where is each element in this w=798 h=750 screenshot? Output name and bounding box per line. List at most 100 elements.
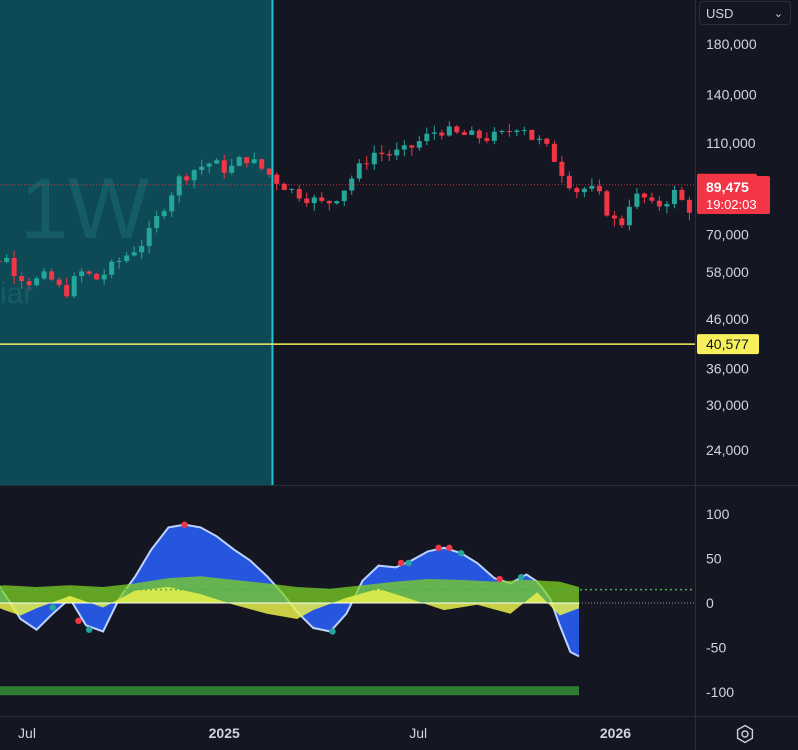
candle[interactable]: [401, 140, 407, 157]
candles-layer[interactable]: [0, 121, 798, 344]
oscillator-signal-dot[interactable]: [49, 604, 56, 611]
candle[interactable]: [491, 126, 497, 145]
candle[interactable]: [364, 156, 370, 170]
candle[interactable]: [116, 257, 122, 269]
candle[interactable]: [559, 156, 565, 183]
candle[interactable]: [611, 210, 617, 227]
candle[interactable]: [124, 251, 130, 264]
candle[interactable]: [386, 150, 392, 162]
oscillator-signal-dot[interactable]: [405, 559, 412, 567]
candle[interactable]: [191, 169, 197, 189]
candle[interactable]: [604, 189, 610, 217]
candle[interactable]: [26, 277, 32, 290]
settings-button[interactable]: [733, 722, 757, 746]
candle[interactable]: [686, 196, 692, 221]
candle[interactable]: [154, 211, 160, 233]
candle[interactable]: [649, 192, 655, 204]
candle[interactable]: [259, 158, 265, 171]
candle[interactable]: [319, 192, 325, 204]
oscillator-signal-dot[interactable]: [457, 549, 465, 557]
oscillator-signal-dot[interactable]: [517, 573, 525, 581]
candle[interactable]: [544, 137, 550, 148]
candle[interactable]: [101, 269, 107, 285]
candle[interactable]: [521, 126, 527, 135]
candle[interactable]: [221, 154, 227, 179]
candle[interactable]: [176, 174, 182, 204]
candle[interactable]: [169, 192, 175, 217]
candle[interactable]: [11, 250, 17, 284]
candle[interactable]: [161, 208, 167, 220]
candle[interactable]: [266, 168, 272, 178]
candle[interactable]: [454, 125, 460, 134]
candle[interactable]: [71, 272, 77, 299]
candle[interactable]: [244, 156, 250, 168]
candle[interactable]: [499, 129, 505, 135]
candle[interactable]: [206, 162, 212, 174]
candle[interactable]: [634, 187, 640, 210]
candle[interactable]: [461, 129, 467, 136]
oscillator-signal-dot[interactable]: [181, 521, 188, 528]
candle[interactable]: [394, 142, 400, 160]
currency-select[interactable]: USD ⌄: [699, 1, 791, 25]
candle[interactable]: [529, 129, 535, 141]
candle[interactable]: [439, 129, 445, 140]
candle[interactable]: [289, 188, 295, 194]
candle[interactable]: [146, 220, 152, 254]
candle[interactable]: [304, 192, 310, 207]
candle[interactable]: [371, 145, 377, 170]
candle[interactable]: [619, 215, 625, 228]
oscillator-layer[interactable]: [0, 521, 695, 696]
candle[interactable]: [574, 186, 580, 199]
candle[interactable]: [671, 185, 677, 209]
candle[interactable]: [56, 276, 62, 288]
candle[interactable]: [281, 182, 287, 191]
candle[interactable]: [469, 126, 475, 136]
candle[interactable]: [41, 267, 47, 281]
candle[interactable]: [536, 135, 542, 145]
candle[interactable]: [79, 268, 85, 283]
candle[interactable]: [356, 159, 362, 182]
candle[interactable]: [566, 171, 572, 191]
candle[interactable]: [274, 172, 280, 191]
candle[interactable]: [199, 159, 205, 175]
candle[interactable]: [0, 256, 2, 263]
candle[interactable]: [446, 121, 452, 137]
candle[interactable]: [596, 179, 602, 195]
oscillator-wave-area[interactable]: [0, 524, 580, 657]
candle[interactable]: [19, 272, 25, 289]
oscillator-signal-dot[interactable]: [496, 575, 503, 583]
candle[interactable]: [626, 199, 632, 231]
candle[interactable]: [94, 273, 100, 280]
candle[interactable]: [334, 200, 340, 205]
candle[interactable]: [416, 135, 422, 151]
candle[interactable]: [514, 129, 520, 136]
candle[interactable]: [86, 270, 92, 276]
candle[interactable]: [409, 144, 415, 156]
oscillator-signal-dot[interactable]: [435, 544, 442, 552]
candle[interactable]: [64, 277, 70, 299]
candle[interactable]: [679, 186, 685, 201]
candle[interactable]: [236, 155, 242, 167]
candle[interactable]: [484, 132, 490, 144]
candle[interactable]: [214, 158, 220, 164]
candle[interactable]: [341, 190, 347, 206]
candle[interactable]: [379, 145, 385, 162]
oscillator-signal-dot[interactable]: [329, 628, 336, 635]
candle[interactable]: [431, 125, 437, 140]
candle[interactable]: [581, 186, 587, 198]
oscillator-signal-dot[interactable]: [397, 559, 405, 567]
candle[interactable]: [296, 185, 302, 202]
candle[interactable]: [506, 123, 512, 137]
oscillator-signal-dot[interactable]: [75, 617, 82, 624]
candle[interactable]: [139, 240, 145, 260]
candle[interactable]: [311, 194, 317, 211]
candle[interactable]: [476, 129, 482, 144]
candle[interactable]: [551, 140, 557, 163]
candle[interactable]: [251, 152, 257, 165]
candle[interactable]: [34, 276, 40, 287]
candle[interactable]: [131, 246, 137, 257]
candle[interactable]: [424, 127, 430, 146]
candle[interactable]: [656, 196, 662, 212]
candle[interactable]: [109, 259, 115, 279]
